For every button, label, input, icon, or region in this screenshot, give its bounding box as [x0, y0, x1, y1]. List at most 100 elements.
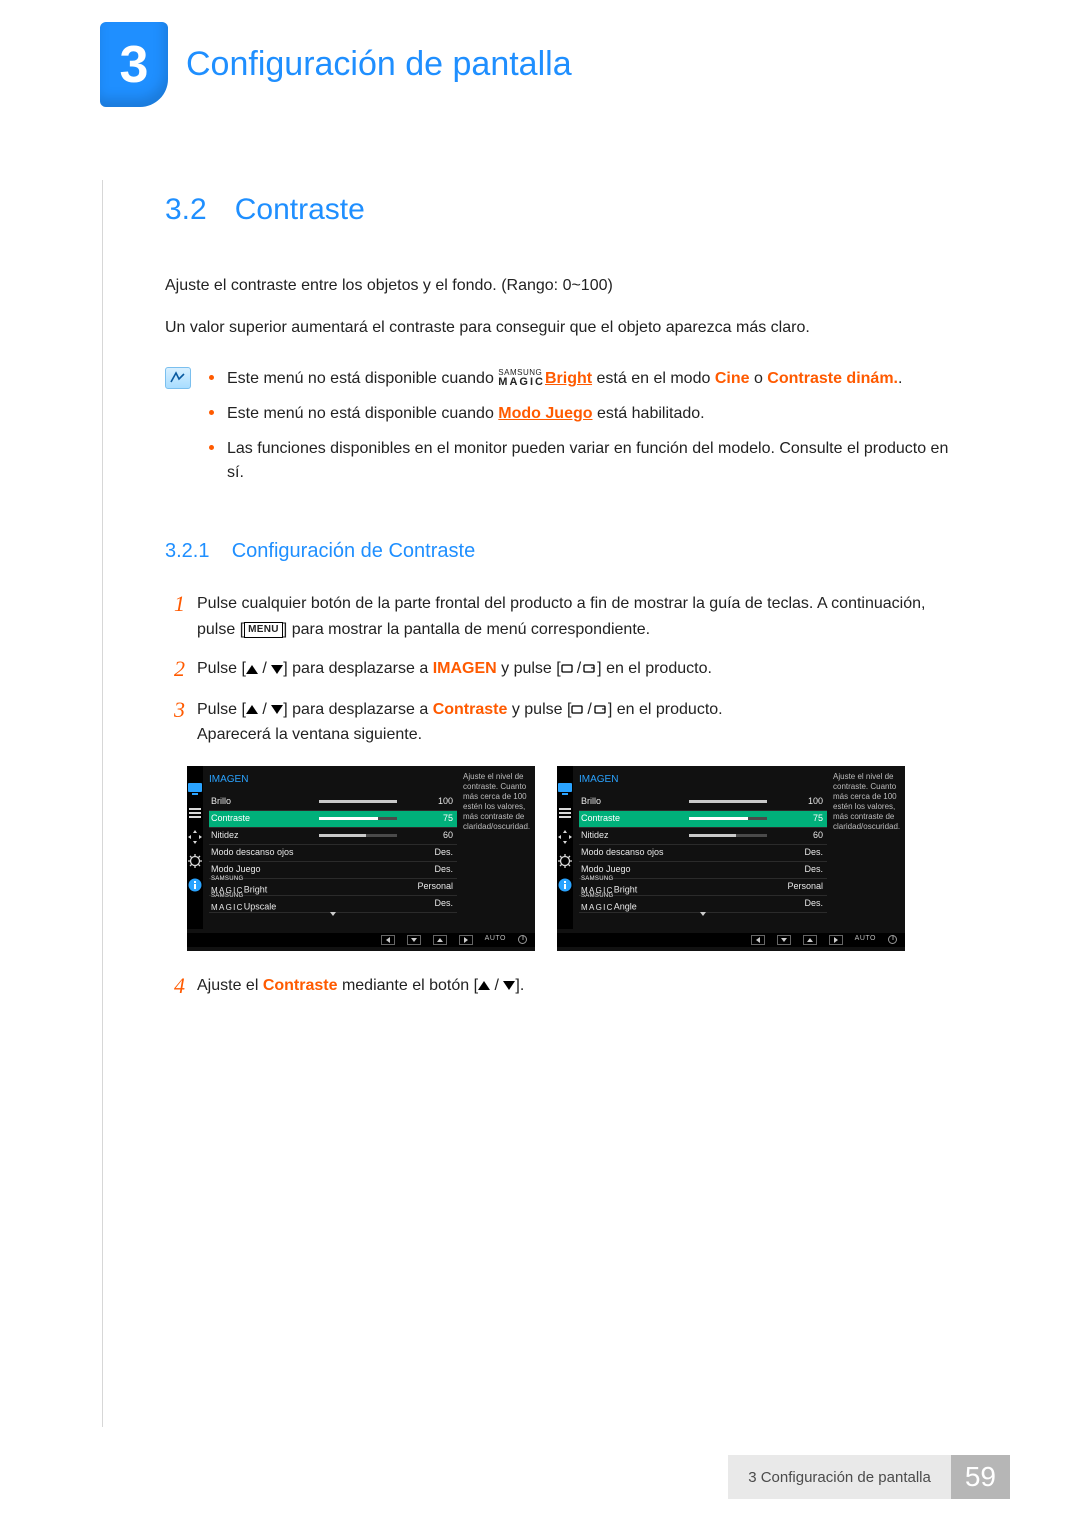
osd-gear-icon: [187, 854, 203, 868]
step-2: 2 Pulse [ / ] para desplazarse a IMAGEN …: [165, 656, 960, 682]
osd-auto-label: AUTO: [485, 934, 506, 945]
up-triangle-icon: [478, 981, 490, 990]
page: 3 Configuración de pantalla 3.2 Contrast…: [0, 0, 1080, 1527]
note1-mid: está en el modo: [592, 370, 715, 387]
note-item-3: Las funciones disponibles en el monitor …: [209, 437, 960, 487]
osd-row-value: Des.: [403, 863, 453, 877]
osd-row-label: Modo Juego: [579, 863, 689, 877]
osd-row-label: Contraste: [579, 812, 689, 826]
note-icon: [165, 367, 191, 389]
chapter-number: 3: [120, 35, 149, 95]
osd-row: Modo descanso ojos Des.: [579, 845, 827, 862]
osd-row-label: Modo Juego: [209, 863, 319, 877]
section-number: 3.2: [165, 187, 207, 234]
osd-row-value: Des.: [773, 897, 823, 911]
note-block: Este menú no está disponible cuando SAMS…: [165, 367, 960, 496]
osd-row-value: Des.: [403, 846, 453, 860]
left-margin-rule: [102, 180, 103, 1427]
chapter-number-badge: 3: [100, 22, 168, 107]
osd-row-value: Personal: [403, 880, 453, 894]
osd-description: Ajuste el nivel de contraste. Cuanto más…: [457, 766, 536, 928]
osd-row: Brillo 100: [579, 794, 827, 811]
osd-power-icon: [518, 935, 527, 944]
note1-or: o: [750, 370, 768, 387]
section-title: Contraste: [235, 187, 365, 234]
section-heading: 3.2 Contraste: [165, 187, 960, 234]
content-body: 3.2 Contraste Ajuste el contraste entre …: [0, 107, 1080, 999]
step-4: 4 Ajuste el Contraste mediante el botón …: [165, 973, 960, 999]
note1-cine: Cine: [715, 370, 750, 387]
osd-panel-1: IMAGEN Brillo 100 Contraste 75 Nitidez 6…: [187, 766, 535, 950]
osd-row-label: SAMSUNGMAGICAngle: [579, 892, 689, 914]
note-list: Este menú no está disponible cuando SAMS…: [209, 367, 960, 496]
osd-info-icon: [557, 878, 573, 892]
osd-row-label: SAMSUNGMAGICUpscale: [209, 892, 319, 914]
up-triangle-icon: [246, 705, 258, 714]
osd-menu-icon: [557, 806, 573, 820]
note2-pre: Este menú no está disponible cuando: [227, 405, 498, 422]
osd-monitor-icon: [187, 782, 203, 796]
note-item-2: Este menú no está disponible cuando Modo…: [209, 402, 960, 427]
step2-imagen: IMAGEN: [433, 661, 497, 678]
osd-screenshots: IMAGEN Brillo 100 Contraste 75 Nitidez 6…: [187, 766, 960, 950]
samsung-magic-label: SAMSUNGMAGIC: [498, 369, 545, 388]
step-4-body: Ajuste el Contraste mediante el botón [ …: [197, 973, 960, 999]
note1-pre: Este menú no está disponible cuando: [227, 370, 498, 387]
osd-row-label: Nitidez: [209, 829, 319, 843]
subsection-number: 3.2.1: [165, 540, 209, 562]
osd-menu-icon: [187, 806, 203, 820]
modo-juego-link: Modo Juego: [498, 405, 592, 422]
note1-dot: .: [898, 370, 902, 387]
osd-title: IMAGEN: [209, 770, 457, 794]
osd-row-label: Nitidez: [579, 829, 689, 843]
step-num-3: 3: [165, 697, 185, 723]
osd-row: Modo descanso ojos Des.: [209, 845, 457, 862]
osd-left-icon: [751, 935, 765, 945]
osd-row-value: 100: [773, 795, 823, 809]
note1-dinam: Contraste dinám.: [767, 370, 898, 387]
osd-info-icon: [187, 878, 203, 892]
down-triangle-icon: [271, 705, 283, 714]
down-triangle-icon: [271, 665, 283, 674]
source-enter-icon: /: [561, 656, 597, 682]
osd-right-icon: [459, 935, 473, 945]
step-num-2: 2: [165, 656, 185, 682]
osd-title: IMAGEN: [579, 770, 827, 794]
osd-row: Nitidez 60: [579, 828, 827, 845]
osd-sidebar: [187, 766, 203, 928]
osd-right-icon: [829, 935, 843, 945]
osd-row: SAMSUNGMAGICUpscale Des.: [209, 896, 457, 913]
step3-followup: Aparecerá la ventana siguiente.: [197, 726, 422, 743]
osd-up-icon: [433, 935, 447, 945]
up-triangle-icon: [246, 665, 258, 674]
osd-row-value: 75: [403, 812, 453, 826]
osd-row-label: Brillo: [579, 795, 689, 809]
step-2-body: Pulse [ / ] para desplazarse a IMAGEN y …: [197, 656, 960, 682]
chapter-title: Configuración de pantalla: [186, 45, 572, 84]
osd-row: Contraste 75: [579, 811, 827, 828]
osd-arrows-icon: [187, 830, 203, 844]
osd-up-icon: [803, 935, 817, 945]
osd-row-value: 75: [773, 812, 823, 826]
footer-page-number: 59: [951, 1455, 1010, 1499]
step-num-4: 4: [165, 973, 185, 999]
osd-description: Ajuste el nivel de contraste. Cuanto más…: [827, 766, 906, 928]
osd-main: IMAGEN Brillo 100 Contraste 75 Nitidez 6…: [573, 766, 827, 928]
subsection-heading: 3.2.1 Configuración de Contraste: [165, 536, 960, 567]
osd-row-value: 60: [773, 829, 823, 843]
osd-row-value: Personal: [773, 880, 823, 894]
osd-row-value: Des.: [773, 863, 823, 877]
osd-power-icon: [888, 935, 897, 944]
intro-para-1: Ajuste el contraste entre los objetos y …: [165, 274, 960, 299]
osd-row: Contraste 75: [209, 811, 457, 828]
intro-para-2: Un valor superior aumentará el contraste…: [165, 316, 960, 341]
step-num-1: 1: [165, 591, 185, 617]
osd-row: SAMSUNGMAGICAngle Des.: [579, 896, 827, 913]
chapter-header: 3 Configuración de pantalla: [0, 0, 1080, 107]
osd-row-value: 60: [403, 829, 453, 843]
osd-row-label: Modo descanso ojos: [579, 846, 689, 860]
osd-more-indicator-icon: [700, 912, 706, 926]
step-3-body: Pulse [ / ] para desplazarse a Contraste…: [197, 697, 960, 748]
subsection-title: Configuración de Contraste: [232, 540, 475, 562]
osd-row-label: Modo descanso ojos: [209, 846, 319, 860]
